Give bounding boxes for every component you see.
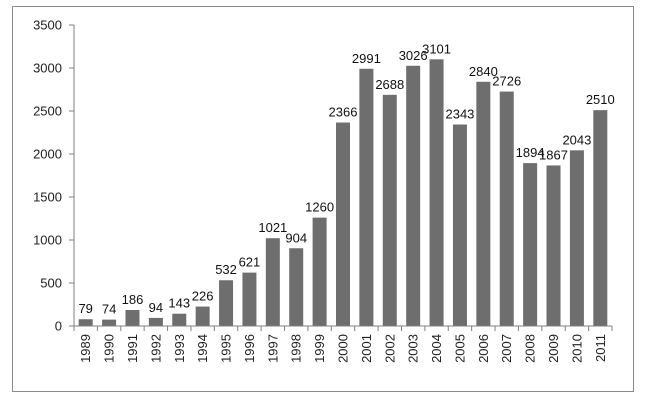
data-label-2010: 2043 — [562, 132, 591, 147]
bar-2007 — [499, 91, 514, 327]
data-label-2004: 3101 — [422, 41, 451, 56]
bar-1997 — [265, 238, 280, 326]
x-tick-label-2001: 2001 — [359, 334, 374, 363]
data-label-2006: 2840 — [469, 64, 498, 79]
y-tick-label: 2500 — [33, 104, 62, 119]
bar-1995 — [219, 280, 234, 326]
bar-2010 — [569, 150, 584, 326]
x-tick-label-2005: 2005 — [452, 334, 467, 363]
x-tick-label-2008: 2008 — [523, 334, 538, 363]
y-tick-label: 1000 — [33, 233, 62, 248]
y-tick-label: 2000 — [33, 147, 62, 162]
x-tick-label-1991: 1991 — [125, 334, 140, 363]
bar-2001 — [359, 68, 374, 327]
data-label-2003: 3026 — [399, 48, 428, 63]
data-label-1998: 904 — [285, 230, 307, 245]
bar-1991 — [125, 310, 140, 326]
x-tick-label-2007: 2007 — [499, 334, 514, 363]
data-label-1991: 186 — [122, 292, 144, 307]
x-tick-label-2003: 2003 — [406, 334, 421, 363]
x-tick-label-1990: 1990 — [102, 334, 117, 363]
data-label-1994: 226 — [192, 289, 214, 304]
data-label-1995: 532 — [215, 262, 237, 277]
data-label-1993: 143 — [168, 296, 190, 311]
x-tick-label-2009: 2009 — [546, 334, 561, 363]
x-tick-label-1989: 1989 — [78, 334, 93, 363]
x-tick-label-2010: 2010 — [569, 334, 584, 363]
x-tick-label-2011: 2011 — [593, 334, 608, 362]
data-label-2005: 2343 — [445, 107, 474, 122]
data-label-2008: 1894 — [516, 145, 545, 160]
bar-2004 — [429, 59, 444, 327]
y-tick-label: 0 — [55, 319, 62, 334]
bar-2002 — [382, 94, 397, 326]
x-tick-label-2006: 2006 — [476, 334, 491, 363]
x-tick-label-1998: 1998 — [289, 334, 304, 363]
data-label-1992: 94 — [149, 300, 163, 315]
data-label-2007: 2726 — [492, 74, 521, 89]
y-axis-ticks: 0 500 1000 1500 2000 2500 3000 3500 — [33, 18, 74, 334]
data-label-1999: 1260 — [305, 200, 334, 215]
bar-2000 — [336, 122, 350, 326]
bar-1994 — [195, 306, 210, 326]
data-label-1996: 621 — [239, 255, 261, 270]
bar-1990 — [102, 319, 117, 326]
bars — [78, 59, 608, 327]
bar-2006 — [476, 81, 491, 326]
x-tick-label-2000: 2000 — [336, 334, 351, 363]
bar-2011 — [593, 110, 608, 326]
x-tick-label-2004: 2004 — [429, 334, 444, 363]
bar-1999 — [312, 217, 327, 326]
bar-1992 — [148, 317, 163, 326]
x-tick-label-1992: 1992 — [148, 334, 163, 363]
x-axis-ticks: 1989 1990 1991 1992 1993 1994 1995 1996 1997 1998… — [73, 326, 613, 363]
data-label-1990: 74 — [102, 302, 116, 317]
data-label-1997: 1021 — [258, 220, 287, 235]
x-tick-label-1999: 1999 — [312, 334, 327, 363]
x-tick-label-1995: 1995 — [219, 334, 234, 363]
data-label-1989: 79 — [78, 301, 92, 316]
bar-2005 — [452, 124, 467, 326]
data-label-2001: 2991 — [352, 51, 381, 66]
x-tick-label-1993: 1993 — [172, 334, 187, 363]
data-label-2000: 2366 — [329, 105, 358, 120]
y-tick-label: 1500 — [33, 190, 62, 205]
bar-2003 — [406, 65, 421, 326]
x-tick-label-1994: 1994 — [195, 334, 210, 363]
data-label-2002: 2688 — [375, 77, 404, 92]
y-tick-label: 500 — [40, 276, 62, 291]
bar-1993 — [172, 313, 187, 326]
x-tick-label-1996: 1996 — [242, 334, 257, 363]
x-tick-label-1997: 1997 — [265, 334, 280, 363]
bar-2009 — [546, 165, 561, 326]
y-tick-label: 3500 — [33, 18, 62, 33]
data-label-2009: 1867 — [539, 147, 568, 162]
bar-1998 — [289, 248, 304, 326]
bar-2008 — [523, 163, 538, 326]
x-tick-label-2002: 2002 — [382, 334, 397, 363]
bar-1989 — [78, 319, 93, 326]
y-tick-label: 3000 — [33, 61, 62, 76]
bar-1996 — [242, 272, 257, 326]
data-label-2011: 2510 — [586, 92, 615, 107]
